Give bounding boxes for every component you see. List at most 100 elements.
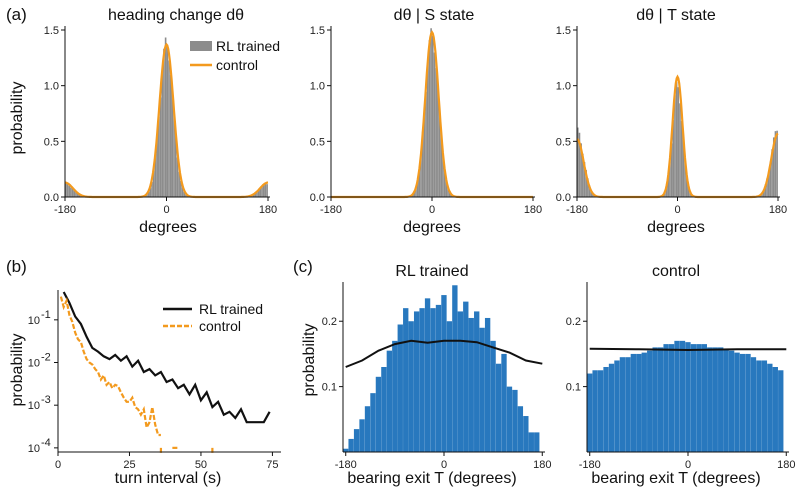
histogram-bar xyxy=(392,340,398,452)
y-tick-label: 0.0 xyxy=(556,192,571,204)
histogram-bar xyxy=(772,367,778,452)
x-axis-label: degrees xyxy=(647,219,705,236)
y-axis-label: probability xyxy=(301,324,318,397)
histogram-bar xyxy=(641,352,647,452)
histogram-bar xyxy=(264,184,267,197)
x-tick-label: 0 xyxy=(163,204,169,216)
histogram-bar xyxy=(762,189,765,197)
histogram-bar xyxy=(707,347,713,452)
histogram-bar xyxy=(424,298,431,452)
histogram-bar xyxy=(512,389,518,452)
histogram-bar xyxy=(68,185,70,197)
histogram-bar xyxy=(685,342,691,452)
histogram-bar xyxy=(582,153,584,197)
histogram-bar xyxy=(669,161,671,197)
y-tick-label-base: 10 xyxy=(28,358,40,370)
histogram-bar xyxy=(614,360,620,452)
histogram-bar xyxy=(728,350,735,452)
legend-label-control: control xyxy=(199,318,241,334)
x-axis-label: bearing exit T (degrees) xyxy=(347,470,516,487)
chart-bearing-rl: RL trained bearing exit T (degrees) prob… xyxy=(301,263,551,487)
histogram-bar xyxy=(684,159,686,197)
panel-label-c: (c) xyxy=(293,257,313,276)
histogram-bar xyxy=(682,139,685,197)
y-tick-label-exponent: -3 xyxy=(41,394,51,406)
chart-title: control xyxy=(652,263,700,280)
histogram-bar xyxy=(71,188,74,197)
chart-title: heading change dθ xyxy=(108,7,244,24)
histogram-bar xyxy=(416,180,419,197)
histogram-bar xyxy=(585,170,587,197)
histogram-bar xyxy=(419,308,425,452)
y-tick-label: 1.5 xyxy=(44,25,59,37)
y-axis-label: probability xyxy=(9,82,26,155)
histogram-bar xyxy=(767,363,773,452)
histogram-bar xyxy=(413,311,420,452)
histogram-bar xyxy=(418,169,421,197)
histogram-bar xyxy=(370,393,376,452)
x-tick-label: -180 xyxy=(579,459,601,471)
histogram-bar xyxy=(679,340,686,452)
histogram-bar xyxy=(178,171,180,197)
histogram-bar xyxy=(580,143,582,197)
histogram-bar xyxy=(657,347,664,452)
histogram-bar xyxy=(587,373,593,452)
chart-title: RL trained xyxy=(395,263,468,280)
histogram-bar xyxy=(587,178,589,197)
histogram-bar xyxy=(159,97,162,197)
y-tick-label: 0.5 xyxy=(310,136,325,148)
histogram-bar xyxy=(164,37,167,198)
histogram-bar xyxy=(625,357,631,452)
histogram-bar xyxy=(254,193,257,197)
histogram-bar xyxy=(397,324,403,452)
histogram-bar xyxy=(534,432,540,452)
histogram-bar xyxy=(468,317,474,452)
histogram-bar xyxy=(778,370,784,452)
histogram-bar xyxy=(386,350,393,452)
y-tick-label-base: 10 xyxy=(28,443,40,455)
histogram-bar xyxy=(381,367,387,452)
rl-trained-line xyxy=(62,291,271,424)
histogram-bar xyxy=(413,191,416,197)
histogram-bar xyxy=(259,188,262,197)
histogram-bar xyxy=(171,90,174,197)
histogram-bar xyxy=(495,363,502,452)
histogram-bar xyxy=(723,348,729,452)
histogram-bar xyxy=(266,184,268,197)
y-tick-label-base: 10 xyxy=(28,315,40,327)
histogram-bar xyxy=(185,194,187,197)
histogram-bar xyxy=(163,48,165,198)
histogram-bar xyxy=(687,186,690,197)
chart-t-state: dθ | T state degrees -180 0 180 0.0 0.5 1.0 1.… xyxy=(556,7,787,236)
histogram-bar xyxy=(745,353,751,452)
histogram-bar xyxy=(668,344,675,452)
histogram-bar xyxy=(73,190,76,197)
chart-title: dθ | T state xyxy=(636,7,716,24)
x-axis-label: turn interval (s) xyxy=(115,470,222,487)
histogram-bar xyxy=(603,367,609,452)
chart-s-state: dθ | S state degrees -180 0 180 0.0 0.5 1.0 1.… xyxy=(310,7,542,236)
histogram-bar xyxy=(577,127,579,197)
y-tick-label-exponent: -2 xyxy=(41,352,51,364)
histogram-bar xyxy=(447,186,449,197)
histogram-bar xyxy=(764,184,767,197)
histogram-bar xyxy=(408,321,414,452)
histogram-bar xyxy=(674,340,680,452)
histogram-bar xyxy=(479,327,485,452)
histogram-bar xyxy=(734,352,740,452)
histogram-bar xyxy=(151,181,153,197)
y-tick-label: 0.1 xyxy=(322,382,337,394)
x-tick-label: 25 xyxy=(123,459,135,471)
x-axis-label: degrees xyxy=(139,219,197,236)
x-tick-label: 180 xyxy=(533,459,551,471)
histogram-bar xyxy=(432,35,434,198)
histogram-bar xyxy=(256,191,258,197)
x-tick-label: 0 xyxy=(674,204,680,216)
histogram-bar xyxy=(718,347,724,452)
histogram-bar xyxy=(173,111,175,197)
histogram-bar xyxy=(689,192,691,197)
histogram-bar xyxy=(415,187,417,197)
histogram-bar xyxy=(592,370,598,452)
panel-label-b: (b) xyxy=(6,257,27,276)
legend-swatch-rl xyxy=(190,41,212,51)
